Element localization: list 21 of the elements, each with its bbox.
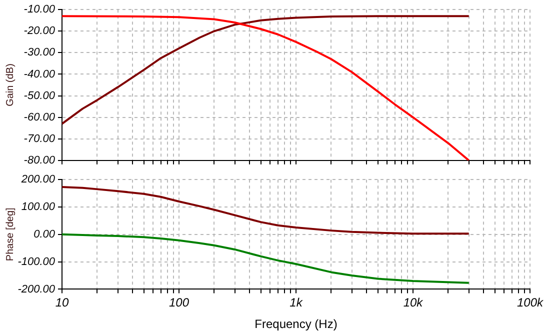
y-tick-label: -20.00 bbox=[24, 25, 56, 38]
y-axis-title: Gain (dB) bbox=[4, 64, 16, 106]
x-tick-label: 10 bbox=[55, 296, 69, 310]
y-tick-label: -10.00 bbox=[24, 4, 56, 16]
y-tick-label: 0.00 bbox=[34, 228, 56, 240]
y-tick-label: -200.00 bbox=[18, 283, 56, 296]
x-axis-title: Frequency (Hz) bbox=[254, 317, 338, 332]
y-tick-label: -70.00 bbox=[24, 132, 56, 145]
y-tick-label: -50.00 bbox=[24, 90, 56, 102]
y-tick-label: -40.00 bbox=[24, 68, 56, 80]
y-tick-label: -30.00 bbox=[24, 46, 56, 59]
y-tick-label: -80.00 bbox=[24, 154, 56, 166]
y-tick-label: 200.00 bbox=[20, 174, 56, 186]
x-tick-label: 1k bbox=[290, 296, 304, 310]
y-tick-label: 100.00 bbox=[21, 201, 56, 214]
y-tick-label: -100.00 bbox=[18, 256, 56, 268]
x-tick-label: 100 bbox=[168, 296, 190, 310]
x-tick-label: 100k bbox=[516, 296, 544, 310]
y-axis-title: Phase [deg] bbox=[4, 207, 16, 262]
y-tick-label: -60.00 bbox=[24, 111, 56, 124]
x-tick-label: 10k bbox=[403, 296, 424, 310]
